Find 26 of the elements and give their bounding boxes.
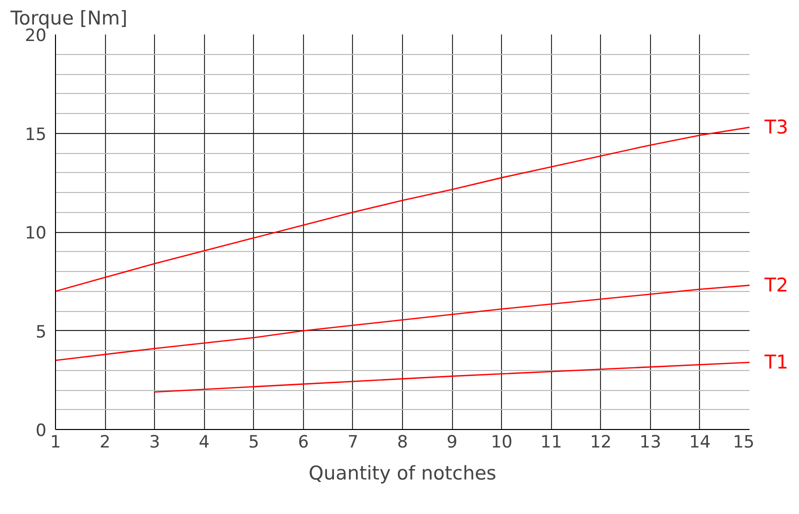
x-tick-label: 14: [689, 432, 711, 452]
x-axis-title: Quantity of notches: [308, 462, 496, 484]
y-tick-label: 15: [24, 124, 47, 145]
x-tick-label: 9: [446, 432, 458, 452]
x-tick-label: 12: [590, 432, 612, 452]
x-tick-label: 6: [298, 432, 309, 452]
series-label: T3: [764, 116, 788, 138]
line-series: [56, 126, 750, 292]
x-tick-label: 2: [100, 432, 110, 452]
x-tick-label: 1: [50, 432, 61, 452]
x-tick-label: 5: [248, 432, 260, 452]
series-label: T2: [764, 274, 788, 296]
x-tick-label: 11: [540, 432, 562, 452]
y-tick-label: 10: [24, 224, 47, 244]
x-tick-label: 10: [490, 432, 512, 452]
line-series: [56, 284, 750, 362]
x-tick-label: 7: [348, 432, 358, 452]
x-tick-label: 3: [149, 432, 160, 452]
x-tick-label: 8: [397, 432, 408, 452]
y-tick-label: 5: [36, 322, 47, 342]
x-tick-label: 4: [198, 432, 210, 452]
line-series: [154, 362, 750, 393]
series-label: T1: [764, 351, 788, 374]
x-tick-label: 15: [732, 432, 755, 452]
y-tick-label: 0: [36, 421, 47, 441]
x-tick-label: 13: [640, 432, 662, 452]
